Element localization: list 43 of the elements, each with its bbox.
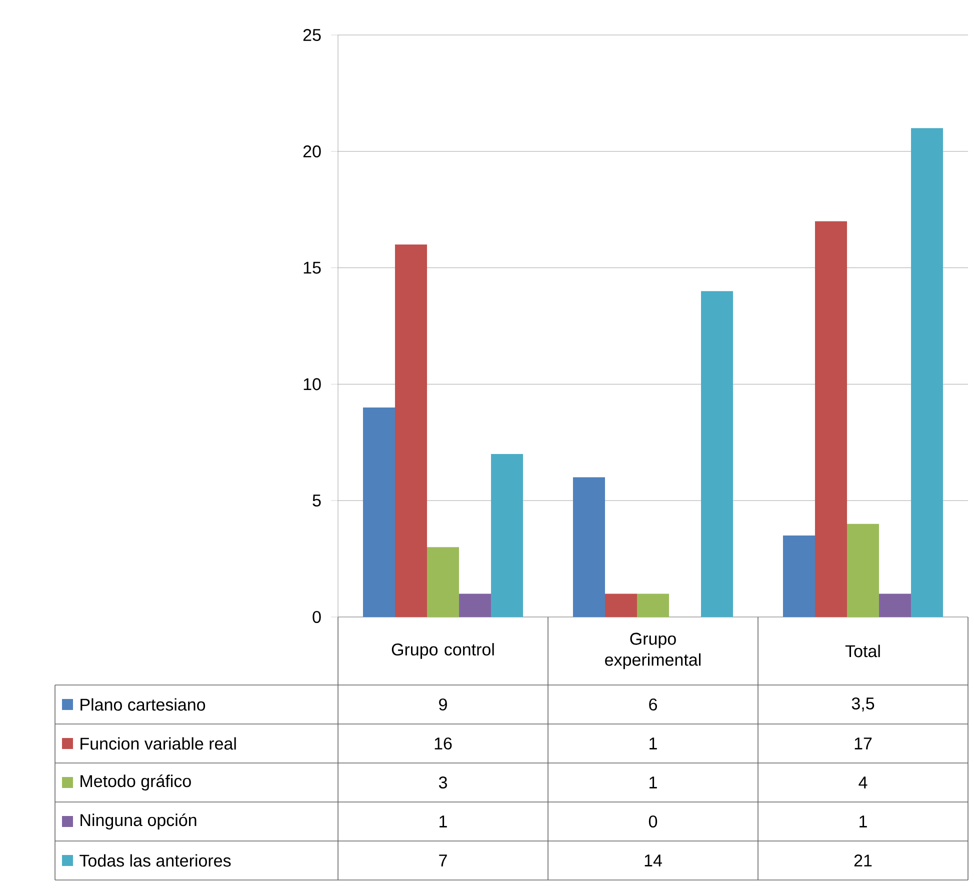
data-label: 21 <box>854 854 872 866</box>
legend-label: Plano cartesiano <box>80 698 206 711</box>
data-label: 9 <box>439 698 447 711</box>
data-label: 4 <box>858 776 868 788</box>
x-tick-label: Grupo control <box>392 643 494 659</box>
y-tick-label: 25 <box>303 28 321 42</box>
data-label: 16 <box>434 737 452 750</box>
bar <box>782 536 815 617</box>
bar <box>605 594 638 617</box>
y-tick-label: 10 <box>304 378 321 390</box>
y-tick-label: 0 <box>312 610 321 624</box>
data-label: 17 <box>854 738 872 750</box>
legend-label: Funcion variable real <box>80 737 236 750</box>
data-label: 1 <box>650 738 657 750</box>
legend-label: Metodo gráfico <box>80 774 191 791</box>
bar <box>395 244 428 617</box>
data-label: 6 <box>649 698 657 711</box>
bar <box>491 454 524 617</box>
bar <box>879 594 912 617</box>
data-label: 14 <box>644 854 662 866</box>
bar <box>847 524 880 617</box>
bar <box>427 547 460 617</box>
bar <box>815 221 848 617</box>
bar <box>363 407 395 617</box>
data-label: 3,5 <box>852 697 874 712</box>
y-tick-label: 5 <box>312 494 321 507</box>
y-tick-label: 20 <box>303 145 321 158</box>
data-label: 3 <box>438 776 447 789</box>
bar <box>701 291 734 617</box>
legend-label: Ninguna opción <box>80 813 196 830</box>
data-label: 1 <box>440 816 447 828</box>
bar <box>637 594 670 617</box>
data-label: 1 <box>650 776 657 788</box>
bar <box>911 128 944 617</box>
data-label: 0 <box>648 815 658 828</box>
data-label: 1 <box>860 816 867 828</box>
data-label: 7 <box>439 854 447 866</box>
legend-label: Todas las anteriores <box>80 854 231 867</box>
x-tick-label: Total <box>845 644 880 658</box>
bar <box>459 594 492 617</box>
y-tick-label: 15 <box>304 262 321 274</box>
bar <box>572 477 605 617</box>
x-tick-label: Grupo experimental <box>605 632 701 670</box>
